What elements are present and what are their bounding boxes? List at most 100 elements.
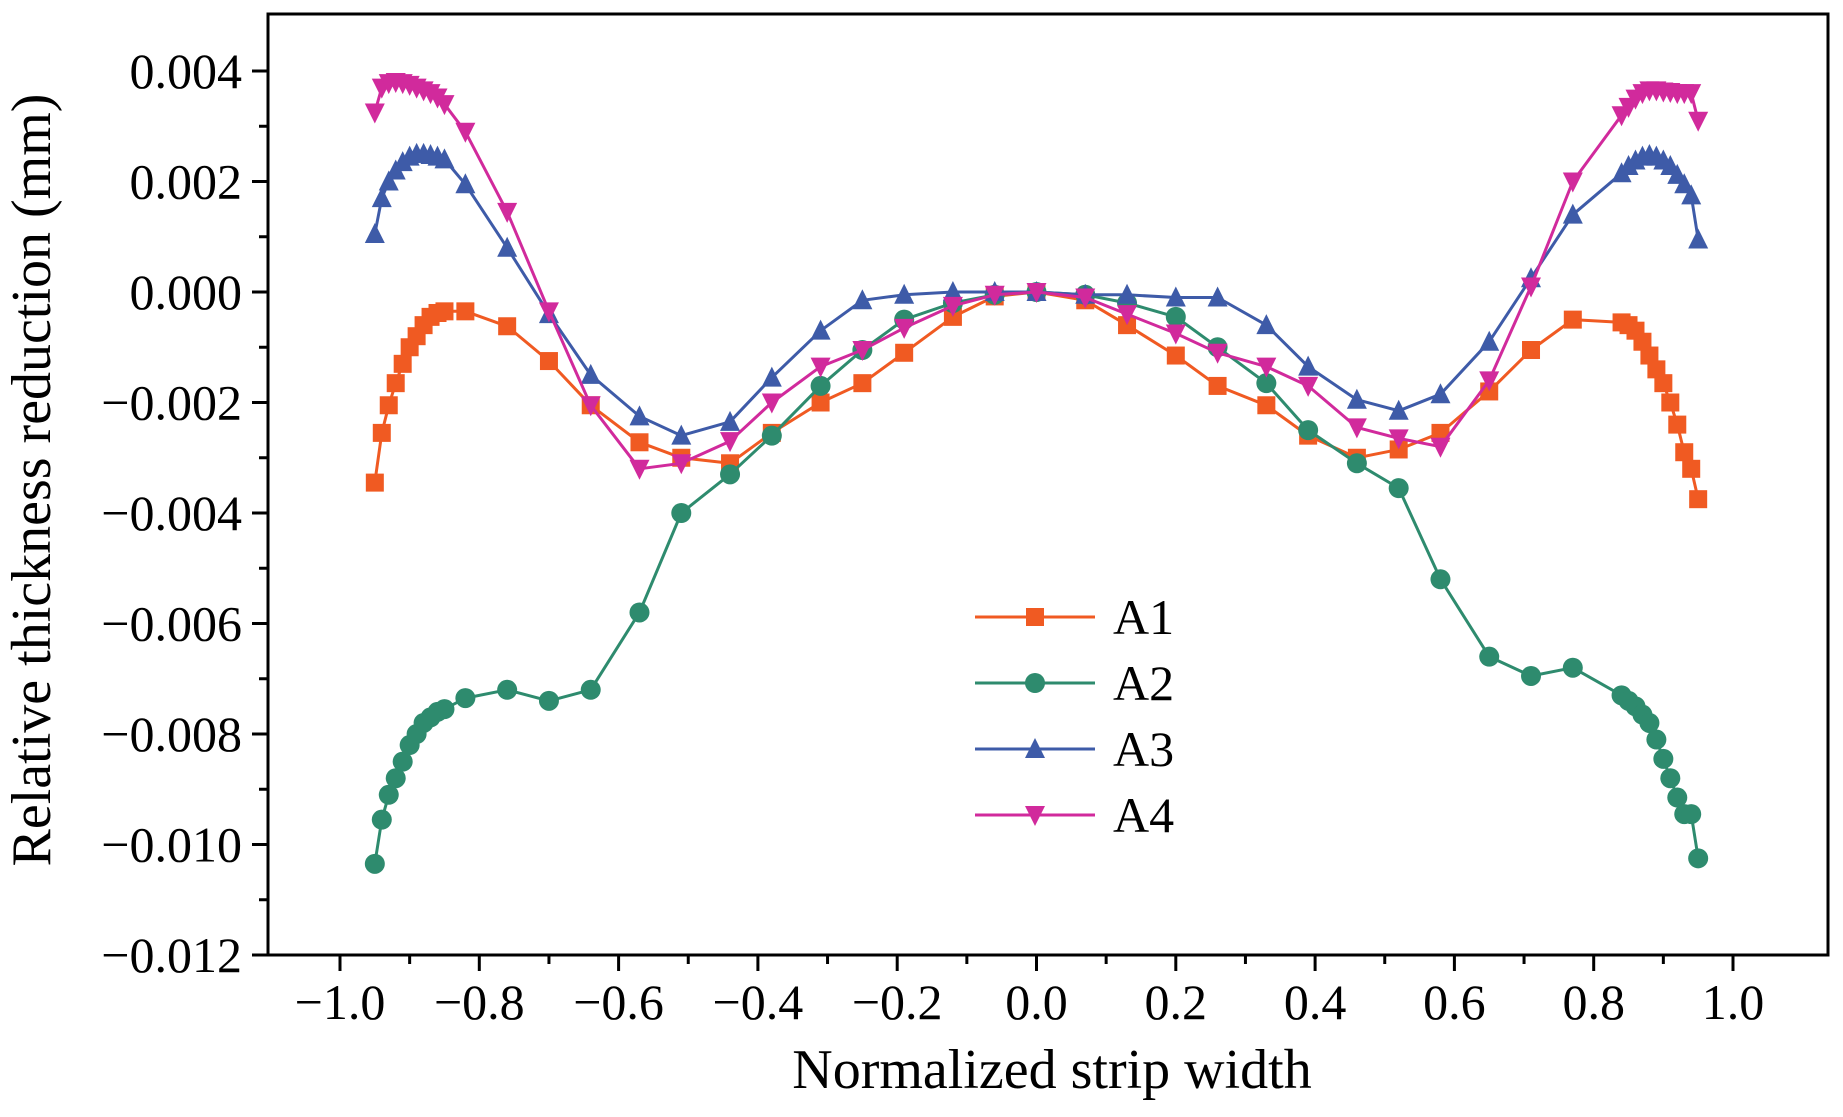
data-point-a2	[1298, 420, 1319, 441]
legend-item-a3: A3	[975, 721, 1174, 777]
data-point-a4	[364, 103, 385, 124]
data-point-a1	[372, 423, 391, 442]
data-point-a2	[364, 853, 385, 874]
data-point-a2	[1562, 657, 1583, 678]
series-line-a4	[373, 80, 1700, 471]
data-point-a2	[392, 751, 413, 772]
data-point-a1	[386, 374, 405, 393]
data-point-a4	[894, 318, 915, 339]
data-point-a4	[497, 202, 518, 223]
data-point-a1	[1208, 376, 1227, 395]
data-point-a4	[1430, 437, 1451, 458]
data-point-a1	[1389, 440, 1408, 459]
data-point-a2	[538, 690, 559, 711]
x-tick-label: −0.8	[434, 974, 525, 1030]
data-point-a3	[671, 424, 692, 445]
data-point-a4	[942, 296, 963, 317]
series-a2	[364, 282, 1709, 874]
data-point-a2	[378, 784, 399, 805]
data-point-a1	[630, 433, 649, 452]
x-tick-label: 0.8	[1562, 974, 1625, 1030]
data-point-a1	[1633, 332, 1652, 351]
data-point-a1	[1257, 396, 1276, 415]
data-point-a3	[1165, 286, 1186, 307]
data-point-a3	[1562, 203, 1583, 224]
legend-item-a2: A2	[975, 655, 1174, 711]
data-point-a3	[942, 281, 963, 301]
data-point-a4	[984, 285, 1005, 306]
axes: −1.0 −0.8 −0.6 −0.4 −0.2 0.0 0.2 0.4 0.6 0.8 1.0 0.…	[101, 12, 1830, 1030]
y-tick-label: 0.002	[130, 154, 243, 210]
legend-label: A2	[1113, 655, 1174, 711]
data-point-a1	[1166, 346, 1185, 365]
legend: A1 A2 A3 A4	[975, 589, 1174, 843]
data-point-a1	[811, 393, 830, 412]
data-point-a3	[852, 289, 873, 310]
data-point-a2	[1430, 569, 1451, 590]
data-point-a2	[720, 464, 741, 485]
data-point-a4	[1026, 283, 1047, 303]
y-tick-label: −0.002	[101, 375, 242, 431]
legend-marker	[1025, 806, 1045, 826]
data-point-a1	[1118, 316, 1137, 335]
data-point-a1	[895, 343, 914, 362]
data-point-a3	[1207, 286, 1228, 307]
data-point-a2	[1639, 712, 1660, 733]
data-point-a1	[393, 354, 412, 373]
data-point-a2	[497, 679, 518, 700]
data-point-a2	[434, 699, 455, 720]
data-point-a4	[1207, 343, 1228, 364]
data-point-a4	[1521, 277, 1542, 298]
data-point-a2	[1388, 478, 1409, 499]
y-axis-title: Relative thickness reduction (mm)	[1, 94, 63, 867]
x-tick-label: −0.2	[852, 974, 943, 1030]
data-point-a2	[1681, 804, 1702, 825]
data-point-a2	[1346, 453, 1367, 474]
data-point-a1	[1689, 490, 1708, 509]
legend-marker	[1025, 673, 1045, 693]
legend-label: A1	[1113, 589, 1174, 645]
x-tick-label: −0.4	[713, 974, 804, 1030]
data-point-a4	[629, 459, 650, 480]
x-tick-label: 0.6	[1423, 974, 1486, 1030]
data-point-a2	[1660, 768, 1681, 789]
data-point-a4	[1346, 418, 1367, 439]
data-point-a2	[1256, 373, 1277, 394]
plot-frame	[266, 12, 1830, 957]
y-tick-label: −0.004	[101, 485, 242, 541]
data-point-a3	[1388, 399, 1409, 420]
data-point-a4	[1479, 371, 1500, 392]
data-point-a2	[1653, 748, 1674, 769]
data-point-a4	[1075, 288, 1096, 309]
data-point-a2	[1479, 646, 1500, 667]
data-point-a4	[455, 122, 476, 143]
legend-label: A3	[1113, 721, 1174, 777]
data-point-a4	[1298, 376, 1319, 397]
data-point-a1	[1431, 423, 1450, 442]
data-point-a1	[379, 396, 398, 415]
data-point-a3	[1346, 388, 1367, 409]
data-point-a2	[671, 503, 692, 523]
data-point-a2	[371, 809, 392, 830]
data-point-a3	[364, 222, 385, 243]
y-tick-label: 0.000	[130, 264, 243, 320]
data-point-a3	[580, 363, 601, 384]
data-point-a1	[1668, 415, 1687, 434]
x-tick-label: 0.4	[1284, 974, 1347, 1030]
data-point-a2	[1667, 787, 1688, 808]
y-tick-label: −0.010	[101, 817, 242, 873]
data-point-a2	[1688, 848, 1709, 869]
data-point-a2	[385, 768, 406, 789]
data-point-a2	[580, 679, 601, 700]
data-point-a2	[810, 375, 831, 396]
data-point-a3	[1430, 383, 1451, 404]
legend-item-a1: A1	[975, 589, 1174, 645]
y-tick-label: 0.004	[130, 43, 243, 99]
data-point-a4	[810, 357, 831, 378]
data-point-a4	[1388, 429, 1409, 450]
data-point-a3	[720, 410, 741, 431]
data-point-a4	[761, 393, 782, 414]
data-point-a3	[810, 319, 831, 340]
data-point-a4	[1681, 84, 1702, 105]
